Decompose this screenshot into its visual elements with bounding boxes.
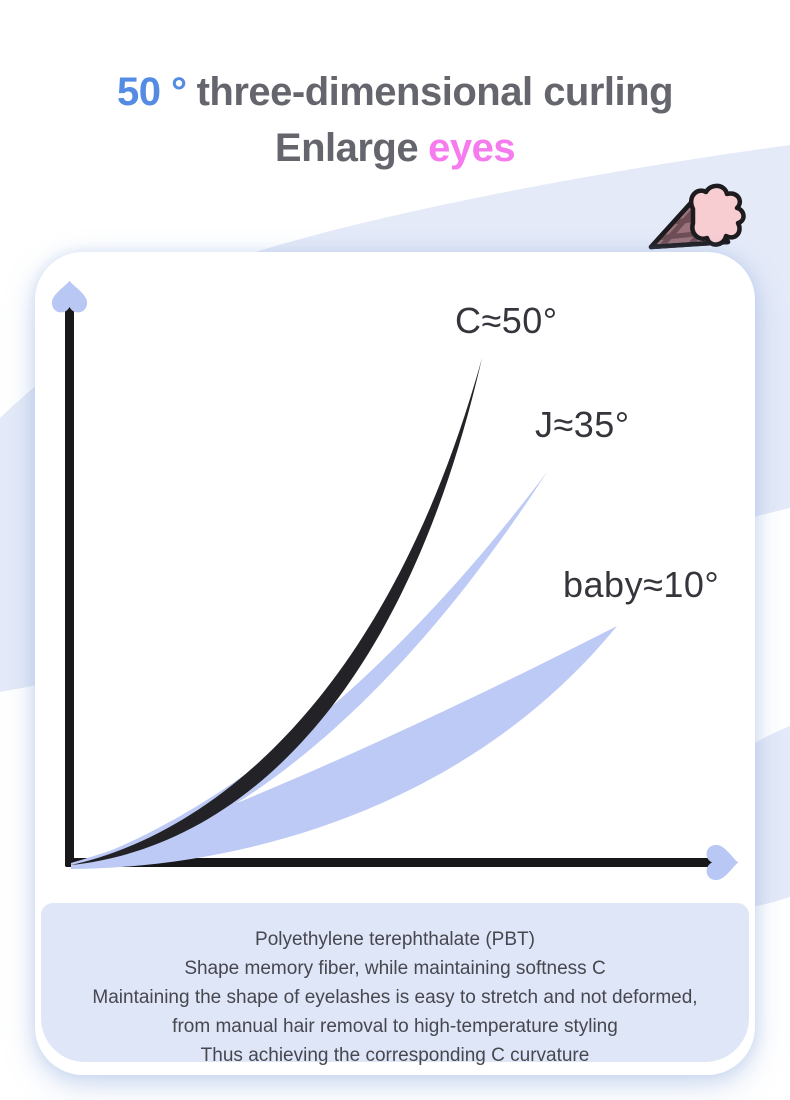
ice-cream-scoop-shape <box>688 183 746 247</box>
ice-cream-icon <box>648 183 746 250</box>
page-title: 50 ° three-dimensional curling Enlarge eye… <box>0 72 790 168</box>
y-axis-heart-icon <box>51 280 88 313</box>
panel-line: Thus achieving the corresponding C curva… <box>200 1045 590 1066</box>
curve-label-j: J≈35° <box>535 404 630 445</box>
x-axis-heart-icon <box>706 844 739 881</box>
panel-line: from manual hair removal to high-tempera… <box>172 1016 618 1037</box>
curve-label-baby: baby≈10° <box>563 564 720 605</box>
subtitle-gray: Enlarge <box>274 126 419 170</box>
curve-c <box>71 358 482 865</box>
curl-chart <box>51 280 739 881</box>
description-panel: Polyethylene terephthalate (PBT) Shape m… <box>41 903 749 1066</box>
title-text: three-dimensional curling <box>196 70 674 114</box>
chart-card: C≈50° J≈35° baby≈10° Polyethylene tereph… <box>35 252 755 1075</box>
x-axis <box>65 858 713 867</box>
curve-label-c: C≈50° <box>455 300 558 341</box>
y-axis <box>65 306 74 867</box>
panel-line: Polyethylene terephthalate (PBT) <box>255 929 535 950</box>
title-line-1: 50 ° three-dimensional curling <box>0 72 790 112</box>
panel-line: Shape memory fiber, while maintaining so… <box>184 958 606 979</box>
title-accent: 50 ° <box>116 70 187 114</box>
title-line-2: Enlarge eyes <box>0 128 790 168</box>
subtitle-pink: eyes <box>428 126 516 170</box>
panel-line: Maintaining the shape of eyelashes is ea… <box>92 987 698 1008</box>
